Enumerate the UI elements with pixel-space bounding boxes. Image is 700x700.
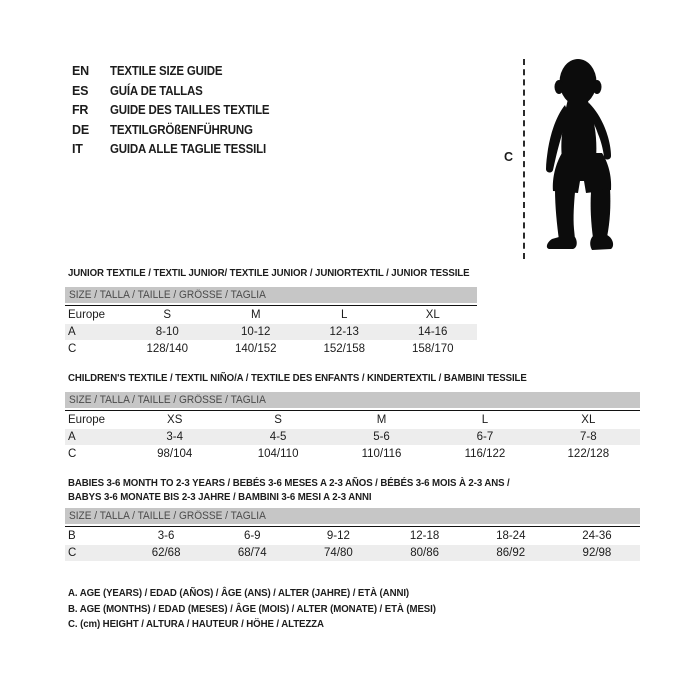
lang-row-fr: FR GUIDE DES TAILLES TEXTILE	[72, 101, 283, 121]
section-title: BABYS 3-6 MONATE BIS 2-3 JAHRE / BAMBINI…	[68, 491, 372, 503]
lang-code: FR	[72, 103, 89, 117]
lang-code: IT	[72, 142, 83, 156]
section-title: CHILDREN'S TEXTILE / TEXTIL NIÑO/A / TEX…	[68, 372, 527, 384]
table-row: Europe S M L XL	[68, 308, 440, 321]
table-rule	[65, 410, 640, 411]
table-row: Europe XS S M L XL	[68, 413, 596, 426]
table-row: B 3-6 6-9 9-12 12-18 18-24 24-36	[68, 529, 612, 542]
children-size-table: SIZE / TALLA / TAILLE / GRÖSSE / TAGLIA …	[65, 392, 640, 462]
lang-code: EN	[72, 64, 89, 78]
legend-line-c: C. (cm) HEIGHT / ALTURA / HAUTEUR / HÖHE…	[68, 618, 324, 630]
table-rule	[65, 526, 640, 527]
table-row: C 98/104 104/110 110/116 116/122 122/128	[68, 447, 610, 460]
legend-line-a: A. AGE (YEARS) / EDAD (AÑOS) / ÂGE (ANS)…	[68, 587, 410, 599]
lang-label: GUÍA DE TALLAS	[110, 83, 203, 98]
baby-silhouette-icon	[546, 59, 614, 250]
height-measure-label: C	[504, 150, 514, 164]
measurement-legend: A. AGE (YEARS) / EDAD (AÑOS) / ÂGE (ANS)…	[68, 586, 468, 633]
lang-label: TEXTILE SIZE GUIDE	[110, 64, 223, 78]
lang-label: TEXTILGRÖßENFÜHRUNG	[110, 122, 253, 137]
section-title: BABIES 3-6 MONTH TO 2-3 YEARS / BEBÉS 3-…	[68, 477, 510, 489]
size-header-bar: SIZE / TALLA / TAILLE / GRÖSSE / TAGLIA	[65, 508, 640, 524]
lang-row-en: EN TEXTILE SIZE GUIDE	[72, 62, 283, 82]
section-title: JUNIOR TEXTILE / TEXTIL JUNIOR/ TEXTILE …	[68, 267, 470, 279]
lang-row-es: ES GUÍA DE TALLAS	[72, 82, 283, 102]
table-row: C 62/68 68/74 74/80 80/86 86/92 92/98	[65, 544, 640, 561]
lang-label: GUIDE DES TAILLES TEXTILE	[110, 103, 270, 117]
table-rule	[65, 305, 477, 306]
language-list: EN TEXTILE SIZE GUIDE ES GUÍA DE TALLAS …	[72, 62, 283, 160]
junior-size-table: SIZE / TALLA / TAILLE / GRÖSSE / TAGLIA …	[65, 287, 477, 357]
babies-size-table: SIZE / TALLA / TAILLE / GRÖSSE / TAGLIA …	[65, 508, 640, 561]
table-row: A 8-10 10-12 12-13 14-16	[65, 323, 477, 340]
lang-row-de: DE TEXTILGRÖßENFÜHRUNG	[72, 121, 283, 141]
size-header-bar: SIZE / TALLA / TAILLE / GRÖSSE / TAGLIA	[65, 287, 477, 303]
legend-line-b: B. AGE (MONTHS) / EDAD (MESES) / ÂGE (MO…	[68, 602, 436, 615]
table-row: C 128/140 140/152 152/158 158/170	[68, 342, 454, 355]
lang-row-it: IT GUIDA ALLE TAGLIE TESSILI	[72, 140, 283, 160]
section-junior: JUNIOR TEXTILE / TEXTIL JUNIOR/ TEXTILE …	[65, 266, 504, 357]
height-measure-line	[523, 59, 525, 259]
size-header-bar: SIZE / TALLA / TAILLE / GRÖSSE / TAGLIA	[65, 392, 640, 408]
section-babies: BABIES 3-6 MONTH TO 2-3 YEARS / BEBÉS 3-…	[65, 476, 640, 561]
lang-label: GUIDA ALLE TAGLIE TESSILI	[110, 142, 266, 156]
section-children: CHILDREN'S TEXTILE / TEXTIL NIÑO/A / TEX…	[65, 371, 640, 462]
lang-code: DE	[72, 122, 89, 137]
baby-figure: C	[498, 55, 673, 267]
table-row: A 3-4 4-5 5-6 6-7 7-8	[65, 428, 640, 445]
lang-code: ES	[72, 83, 89, 98]
